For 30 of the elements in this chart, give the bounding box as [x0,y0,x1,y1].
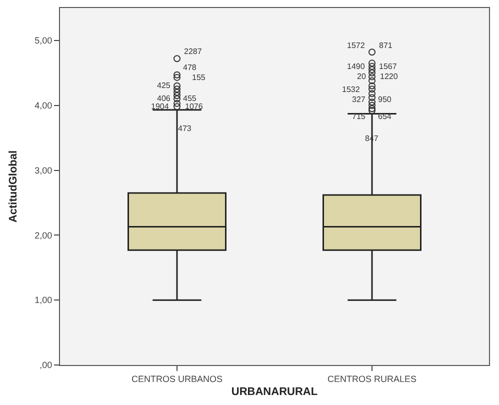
y-tick-label: 5,00 [34,36,52,46]
annotation: 327 [352,95,366,104]
annotation: 455 [183,94,197,103]
annotation: 1904 [151,102,170,111]
annotation: 1220 [380,72,398,81]
annotation: 20 [357,72,366,81]
y-tick-label: 3,00 [34,165,52,176]
annotation: 654 [378,112,392,121]
annotation: 871 [379,41,393,50]
y-axis-title: ActitudGlobal [7,150,20,223]
annotation: 2287 [184,47,202,56]
annotation: 425 [157,81,171,90]
y-tick-label: 1,00 [34,295,52,306]
annotation: 1567 [379,62,398,71]
y-tick-label: ,00 [40,360,52,370]
annotation: 950 [378,95,392,104]
y-tick-label: 4,00 [34,100,52,111]
annotation: 473 [178,124,192,133]
annotation: 1490 [347,62,366,71]
annotation: 155 [192,73,206,82]
x-axis-title: URBANARURAL [231,386,318,398]
y-tick-label: 2,00 [34,230,52,240]
x-tick-label: CENTROS RURALES [327,374,417,384]
annotation: 478 [183,63,197,72]
annotation: 406 [157,94,171,103]
annotation: 715 [352,112,366,121]
annotation: 1572 [347,41,366,50]
annotation: 1076 [185,102,204,111]
x-tick-label: CENTROS URBANOS [131,374,223,384]
annotation: 1532 [342,85,360,94]
